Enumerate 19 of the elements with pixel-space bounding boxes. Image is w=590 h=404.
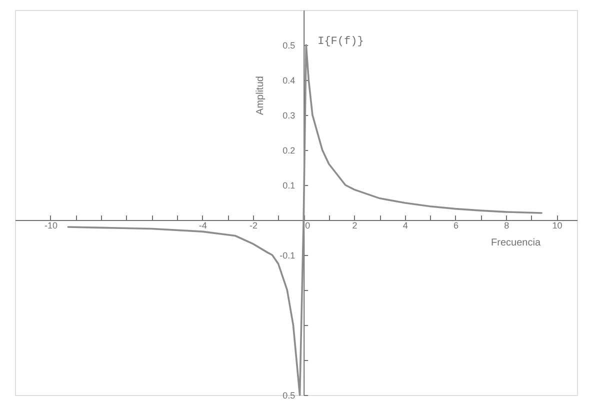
y-tick-label: 0.4: [282, 76, 296, 86]
y-tick-label: -0.1: [280, 250, 296, 260]
x-tick-label: 4: [402, 220, 408, 230]
x-tick-label: 10: [552, 220, 562, 230]
x-tick-label: 8: [504, 220, 510, 230]
x-tick-label: 0: [305, 220, 310, 230]
x-tick-label: 6: [453, 220, 458, 230]
y-tick-label: 0.5: [282, 40, 296, 50]
y-tick-label: 0.1: [282, 180, 296, 190]
x-tick-label: -10: [44, 220, 58, 230]
y-tick-label: 0.5: [282, 390, 296, 400]
x-tick-label: 2: [352, 220, 358, 230]
x-axis-title: Frecuencia: [491, 238, 541, 248]
text: I{F(f)}: [318, 36, 364, 48]
y-axis-title: Amplitud: [255, 76, 266, 115]
y-tick-label: 0.2: [282, 146, 296, 156]
x-tick-label: -2: [249, 220, 258, 230]
y-tick-label: 0.3: [282, 110, 296, 120]
x-tick-label: -4: [198, 220, 207, 230]
